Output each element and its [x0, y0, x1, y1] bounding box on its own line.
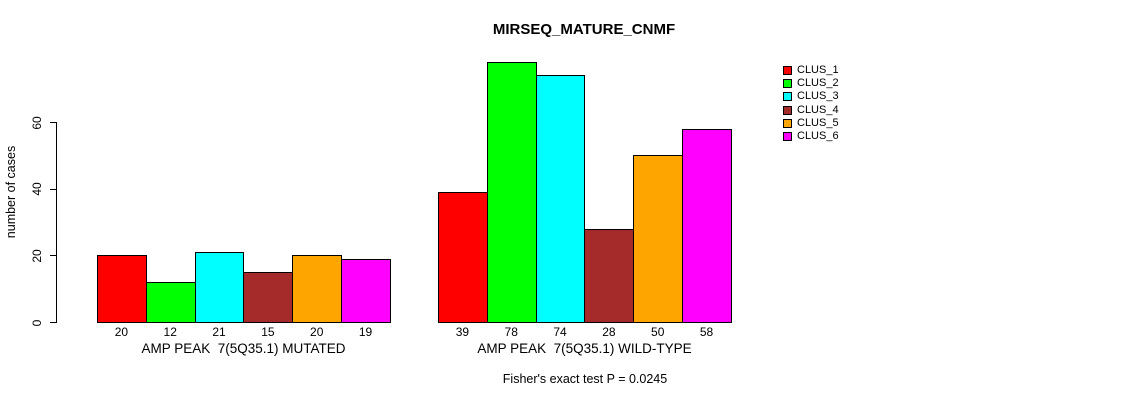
bar-value-label: 78: [504, 325, 518, 339]
bar-clus_1: [97, 255, 147, 323]
bar-value-label: 15: [261, 325, 275, 339]
bar-value-label: 28: [602, 325, 616, 339]
y-axis-tick-label: 60: [30, 115, 44, 130]
bar-clus_6: [682, 128, 732, 323]
bar-value-label: 21: [212, 325, 226, 339]
legend-swatch-clus_4: [783, 105, 792, 115]
bar-value-label: 20: [114, 325, 129, 339]
y-axis-tick: [50, 322, 56, 323]
x-axis-group-label: AMP PEAK 7(5Q35.1) WILD-TYPE: [477, 341, 692, 356]
bar-value-label: 39: [455, 325, 470, 339]
legend-item: CLUS_1: [783, 64, 839, 77]
bar-clus_5: [292, 255, 343, 323]
bar-clus_1: [438, 192, 488, 323]
legend-swatch-clus_2: [783, 79, 792, 89]
legend-label: CLUS_3: [797, 90, 839, 103]
legend-item: CLUS_6: [783, 130, 839, 143]
legend-swatch-clus_1: [783, 66, 792, 76]
bar-clus_3: [194, 252, 245, 323]
legend-swatch-clus_5: [783, 118, 792, 128]
fisher-test-caption: Fisher's exact test P = 0.0245: [502, 372, 668, 386]
y-axis-tick: [50, 188, 56, 190]
bar-value-label: 74: [553, 325, 567, 339]
y-axis-label: number of cases: [4, 145, 18, 239]
bar-value-label: 50: [651, 325, 665, 339]
y-axis-tick: [50, 255, 56, 257]
legend-label: CLUS_2: [797, 77, 839, 90]
y-axis-line: [56, 122, 57, 323]
legend-item: CLUS_3: [783, 90, 839, 103]
y-axis-tick: [50, 122, 56, 123]
bar-clus_2: [145, 282, 196, 323]
bar-value-label: 19: [358, 325, 373, 339]
bar-value-label: 12: [163, 325, 177, 339]
legend-label: CLUS_6: [797, 130, 839, 143]
bar-value-label: 58: [699, 325, 714, 339]
bar-clus_5: [633, 155, 684, 323]
bar-clus_3: [535, 75, 586, 323]
y-axis-tick-label: 20: [30, 249, 44, 263]
chart-title: MIRSEQ_MATURE_CNMF: [492, 21, 676, 38]
bar-clus_6: [341, 258, 391, 323]
y-axis-tick-label: 40: [30, 182, 44, 196]
legend-label: CLUS_5: [797, 116, 839, 129]
legend-item: CLUS_2: [783, 77, 839, 90]
legend-swatch-clus_6: [783, 132, 792, 142]
legend: CLUS_1 CLUS_2 CLUS_3 CLUS_4 CLUS_5 CLUS_6: [783, 64, 839, 143]
legend-label: CLUS_4: [797, 103, 839, 116]
bar-clus_4: [584, 228, 635, 323]
legend-item: CLUS_5: [783, 117, 839, 130]
legend-item: CLUS_4: [783, 104, 839, 117]
x-axis-group-label: AMP PEAK 7(5Q35.1) MUTATED: [141, 341, 346, 356]
bar-clus_2: [486, 62, 537, 323]
y-axis-tick-label: 0: [30, 319, 44, 326]
legend-label: CLUS_1: [797, 64, 839, 77]
bar-value-label: 20: [310, 325, 324, 339]
bar-clus_4: [243, 272, 294, 323]
legend-swatch-clus_3: [783, 92, 792, 102]
